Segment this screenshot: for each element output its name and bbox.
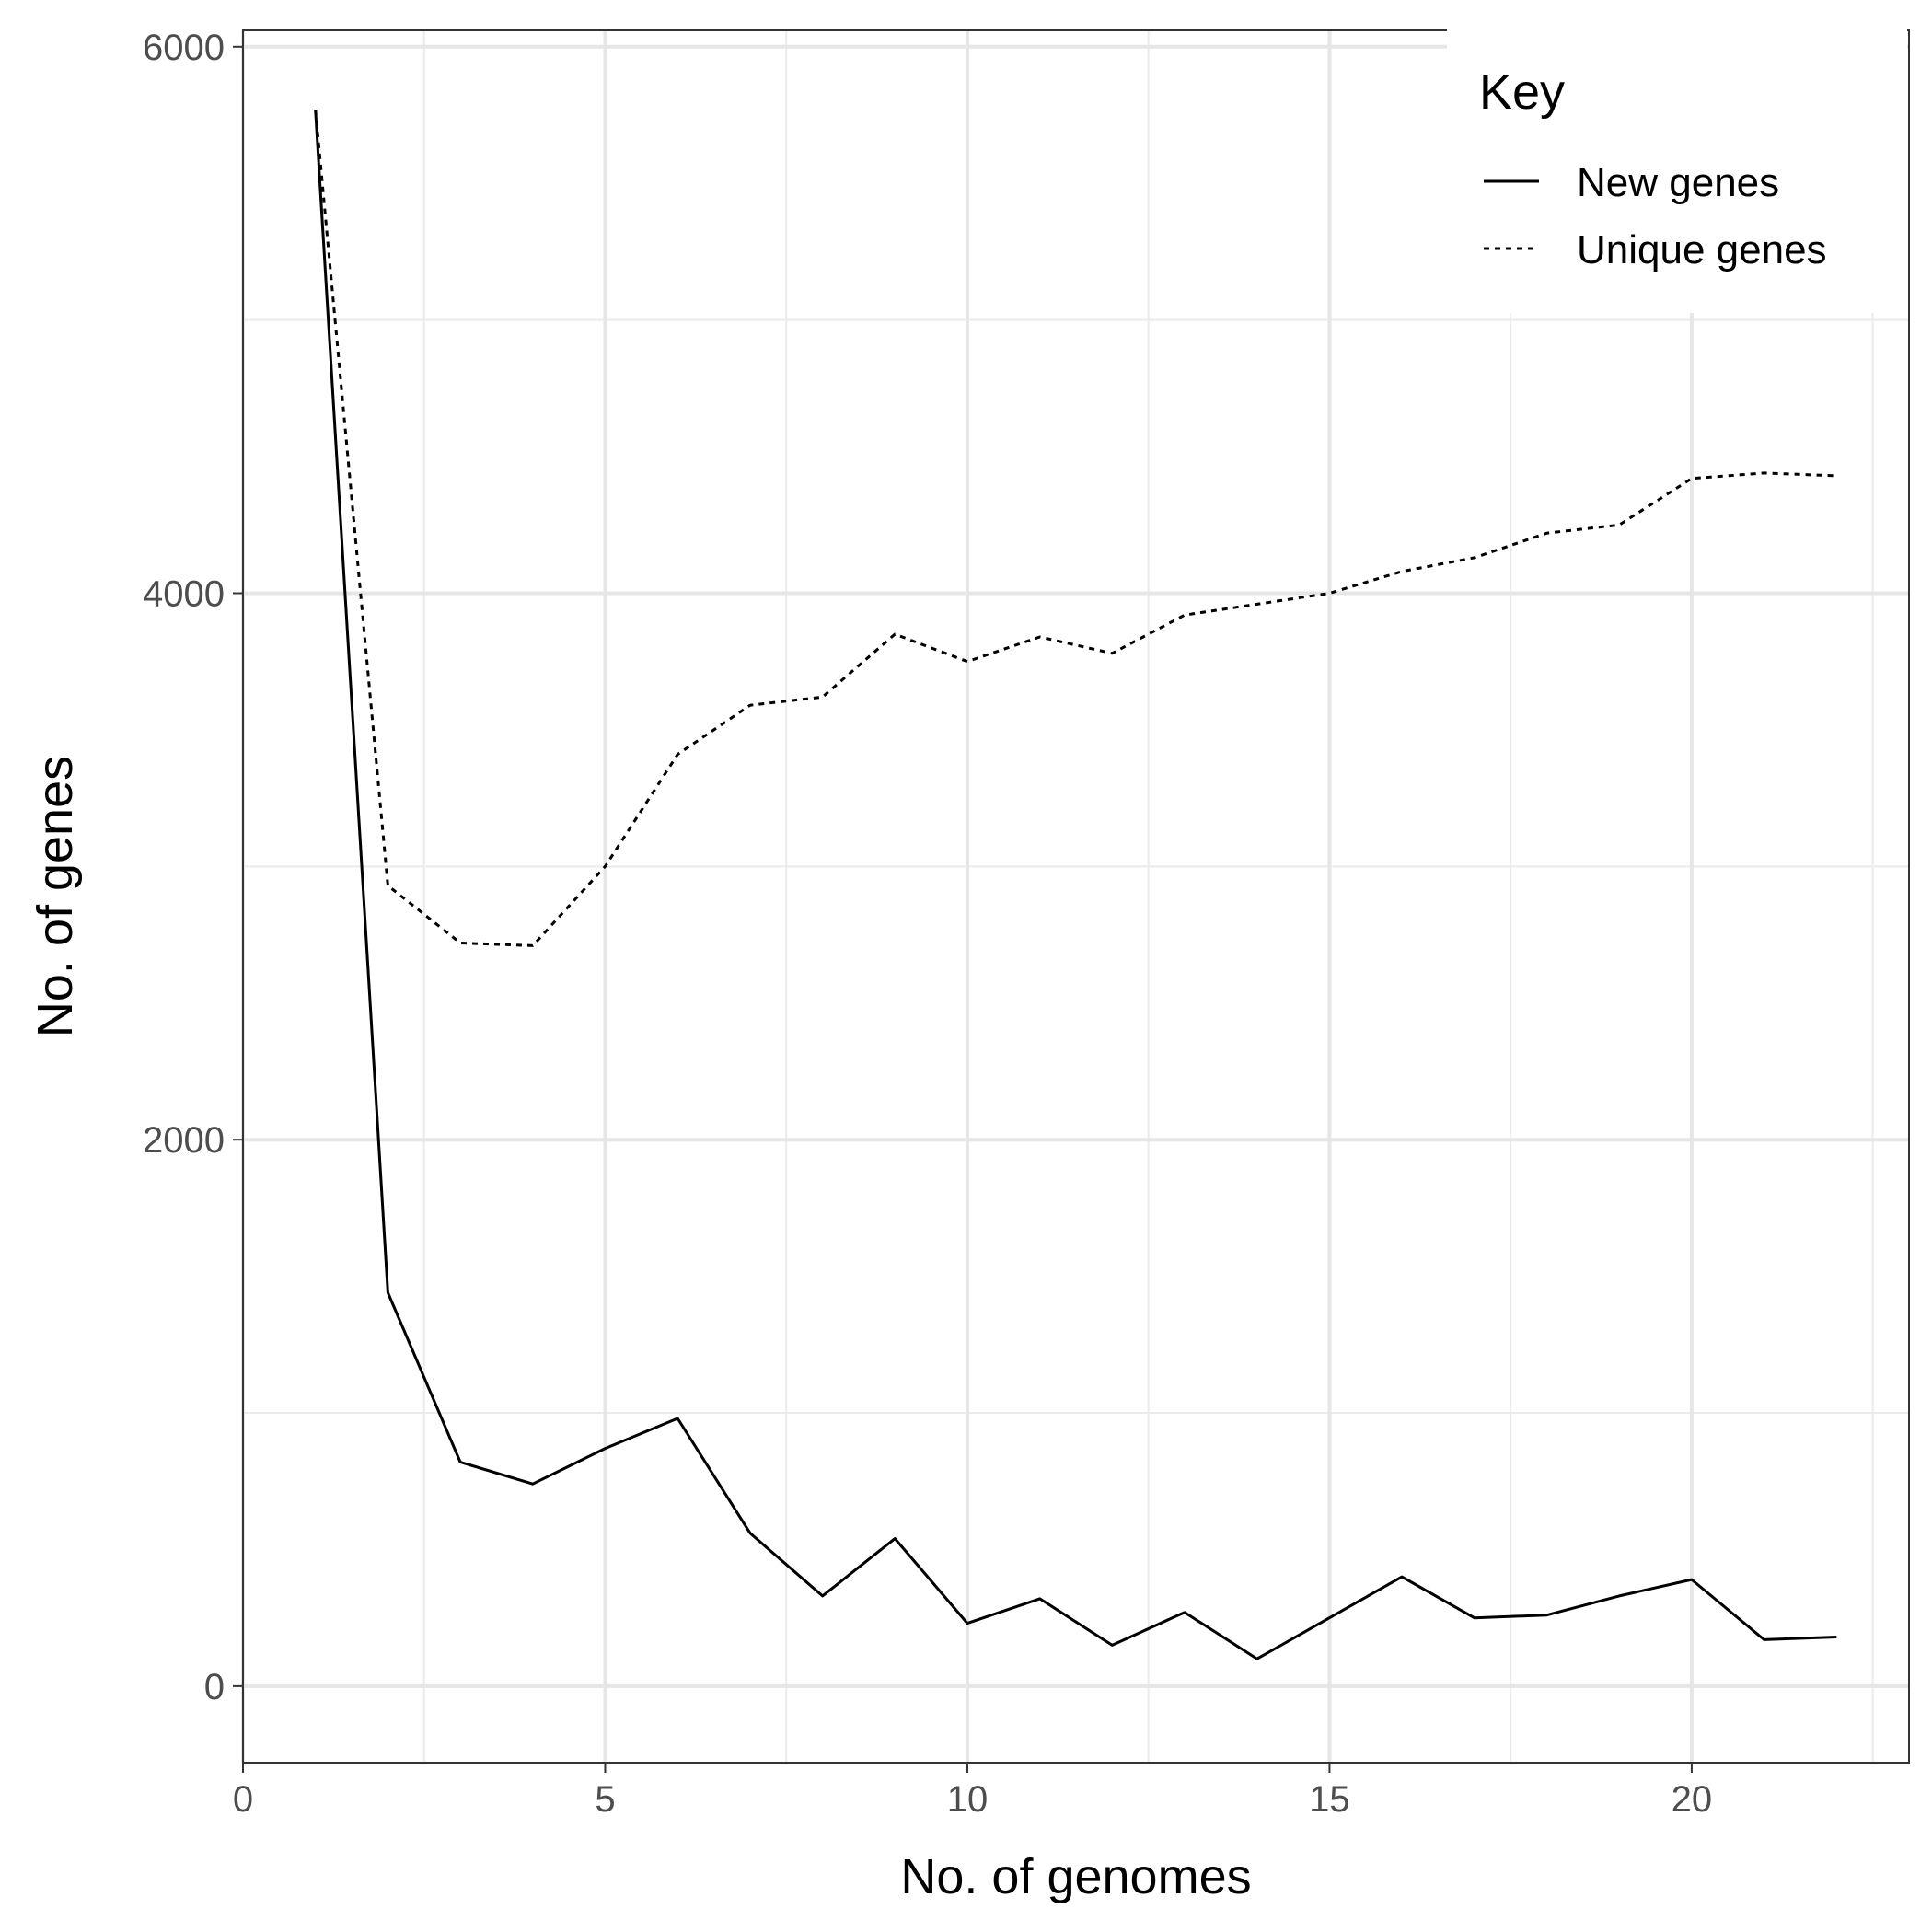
- legend-label-new-genes: New genes: [1577, 160, 1779, 205]
- y-tick-label: 4000: [143, 574, 225, 615]
- plot-border: [242, 29, 1910, 1764]
- legend-label-unique-genes: Unique genes: [1577, 227, 1827, 272]
- y-tick-label: 0: [204, 1667, 225, 1707]
- legend: Key New genes Unique genes: [1447, 18, 1907, 313]
- legend-background: [1447, 18, 1907, 313]
- y-axis-ticks: 0 2000 4000 6000: [143, 28, 243, 1707]
- legend-title: Key: [1479, 64, 1565, 120]
- x-tick-label: 15: [1309, 1779, 1350, 1820]
- x-tick-label: 0: [233, 1779, 253, 1820]
- y-tick-label: 6000: [143, 28, 225, 68]
- series-line-unique-genes: [314, 109, 1837, 947]
- x-axis-title: No. of genomes: [900, 1849, 1251, 1904]
- minor-gridlines: [243, 30, 1909, 1763]
- series-line-new-genes: [314, 110, 1837, 1660]
- y-axis-title: No. of genes: [28, 756, 83, 1037]
- x-tick-label: 5: [595, 1779, 615, 1820]
- x-axis-ticks: 0 5 10 15 20: [233, 1763, 1712, 1820]
- x-tick-label: 20: [1672, 1779, 1713, 1820]
- series-layer: [314, 109, 1837, 1660]
- y-tick-label: 2000: [143, 1120, 225, 1161]
- x-tick-label: 10: [947, 1779, 989, 1820]
